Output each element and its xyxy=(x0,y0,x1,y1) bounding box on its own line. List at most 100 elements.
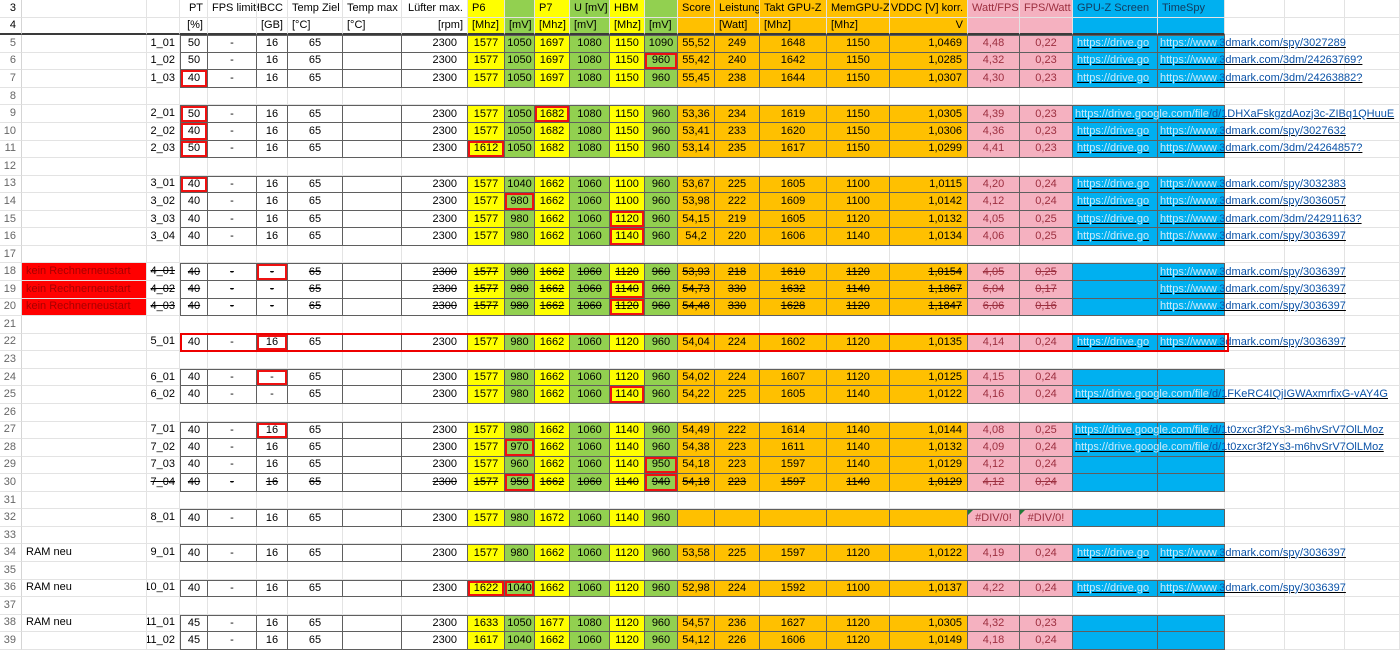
cell-fw[interactable]: 0,25 xyxy=(1020,228,1073,246)
cell-mem[interactable] xyxy=(827,597,890,615)
row-note[interactable] xyxy=(22,193,147,211)
cell-x2[interactable] xyxy=(1285,368,1345,387)
cell-spy[interactable]: https://www.3dmark.com/spy/3027632 xyxy=(1158,122,1346,141)
cell-watt[interactable]: 235 xyxy=(715,140,760,159)
cell-p6[interactable] xyxy=(468,158,505,176)
cell-x1[interactable] xyxy=(1225,333,1285,352)
cell-gpuz[interactable] xyxy=(1073,632,1158,650)
cell-rpm[interactable]: 2300 xyxy=(402,105,468,123)
row-note[interactable]: kein Rechnerneustart xyxy=(22,298,147,317)
cell-vddc[interactable] xyxy=(890,245,968,264)
cell-p6[interactable]: 1577 xyxy=(468,70,505,88)
cell-pt[interactable]: 40 xyxy=(180,579,208,598)
cell-gpuz[interactable] xyxy=(1073,474,1158,492)
cell-fps[interactable]: - xyxy=(208,509,257,527)
cell-mv2[interactable]: 960 xyxy=(645,544,678,562)
cell-u[interactable] xyxy=(570,158,610,176)
cell-hbm[interactable]: 1120 xyxy=(610,579,645,598)
cell-tz[interactable] xyxy=(288,491,343,510)
cell-fw[interactable]: 0,25 xyxy=(1020,263,1073,281)
cell-gpuz[interactable] xyxy=(1073,403,1158,422)
cell-tz[interactable]: 65 xyxy=(288,439,343,457)
cell-hbm[interactable]: 1140 xyxy=(610,281,645,299)
cell-tm[interactable] xyxy=(343,316,402,334)
cell-wf[interactable] xyxy=(968,87,1020,106)
cell-fw[interactable]: 0,24 xyxy=(1020,368,1073,387)
cell-score[interactable]: 52,98 xyxy=(678,579,715,598)
row-note[interactable] xyxy=(22,175,147,194)
cell-p6[interactable] xyxy=(468,87,505,106)
cell-mv1[interactable]: 980 xyxy=(505,421,535,440)
cell-gpuz[interactable] xyxy=(1073,456,1158,475)
cell-mem[interactable]: 1150 xyxy=(827,105,890,123)
cell-takt[interactable] xyxy=(760,597,827,615)
cell-mv1[interactable]: 1040 xyxy=(505,632,535,650)
cell-spy[interactable]: https://www.3dmark.com/spy/3036397 xyxy=(1158,228,1346,246)
cell-vddc[interactable]: 1,0129 xyxy=(890,456,968,475)
cell-tz[interactable]: 65 xyxy=(288,614,343,633)
cell-mv1[interactable] xyxy=(505,597,535,615)
run-id[interactable]: 7_04 xyxy=(147,474,180,492)
cell-gpuz[interactable]: https://drive.google.com/file/d/1t0zxcr3… xyxy=(1073,421,1384,440)
cell-x3[interactable] xyxy=(1345,474,1400,492)
cell-tm[interactable] xyxy=(343,544,402,562)
cell-p7[interactable] xyxy=(535,87,570,106)
cell-x1[interactable] xyxy=(1225,491,1285,510)
cell-rpm[interactable]: 2300 xyxy=(402,614,468,633)
cell-tm[interactable] xyxy=(343,245,402,264)
cell-hbcc[interactable]: 16 xyxy=(257,175,288,194)
cell-fw[interactable] xyxy=(1020,351,1073,369)
cell-x3[interactable] xyxy=(1345,368,1400,387)
cell-spy[interactable] xyxy=(1158,403,1225,422)
cell-tm[interactable] xyxy=(343,70,402,88)
gpuz-link[interactable]: https://drive.go xyxy=(1077,213,1149,225)
cell-rpm[interactable] xyxy=(402,245,468,264)
cell-x2[interactable] xyxy=(1285,298,1345,317)
cell-fps[interactable]: - xyxy=(208,544,257,562)
cell-p7[interactable]: 1682 xyxy=(535,122,570,141)
cell-pt[interactable] xyxy=(180,245,208,264)
row-header[interactable]: 29 xyxy=(0,456,22,475)
cell-mem[interactable] xyxy=(827,316,890,334)
cell-gpuz[interactable]: https://drive.google.com/file/d/1t0zxcr3… xyxy=(1073,439,1384,457)
cell-x1[interactable] xyxy=(1225,87,1285,106)
cell-rpm[interactable]: 2300 xyxy=(402,228,468,246)
cell-wf[interactable]: 4,18 xyxy=(968,632,1020,650)
cell-watt[interactable]: 240 xyxy=(715,52,760,71)
cell-gpuz[interactable]: https://drive.go xyxy=(1073,333,1158,352)
cell-fps[interactable]: - xyxy=(208,368,257,387)
cell-vddc[interactable] xyxy=(890,491,968,510)
cell-fps[interactable]: - xyxy=(208,421,257,440)
row-header[interactable]: 11 xyxy=(0,140,22,159)
cell-mem[interactable]: 1100 xyxy=(827,175,890,194)
cell-takt[interactable] xyxy=(760,509,827,527)
cell-pt[interactable]: 40 xyxy=(180,175,208,194)
cell-vddc[interactable] xyxy=(890,403,968,422)
cell-x3[interactable] xyxy=(1345,403,1400,422)
cell-takt[interactable] xyxy=(760,491,827,510)
row-header[interactable]: 34 xyxy=(0,544,22,562)
cell-x2[interactable] xyxy=(1285,70,1345,88)
cell-hbm[interactable] xyxy=(610,562,645,580)
cell-mem[interactable]: 1150 xyxy=(827,70,890,88)
cell-takt[interactable]: 1607 xyxy=(760,368,827,387)
cell-hbm[interactable]: 1140 xyxy=(610,421,645,440)
row-header[interactable]: 32 xyxy=(0,509,22,527)
cell-u[interactable] xyxy=(570,351,610,369)
cell-gpuz[interactable] xyxy=(1073,351,1158,369)
row-header[interactable]: 19 xyxy=(0,281,22,299)
cell-wf[interactable]: 4,41 xyxy=(968,140,1020,159)
row-note[interactable]: RAM neu xyxy=(22,579,147,598)
cell-hbm[interactable] xyxy=(610,316,645,334)
cell-fps[interactable] xyxy=(208,87,257,106)
cell-hbm[interactable]: 1120 xyxy=(610,614,645,633)
cell-fps[interactable]: - xyxy=(208,614,257,633)
cell-rpm[interactable]: 2300 xyxy=(402,52,468,71)
cell-hbm[interactable] xyxy=(610,526,645,545)
cell-p6[interactable] xyxy=(468,403,505,422)
cell-u[interactable]: 1080 xyxy=(570,105,610,123)
cell-x1[interactable] xyxy=(1225,386,1285,404)
cell-p7[interactable] xyxy=(535,158,570,176)
cell-p6[interactable]: 1577 xyxy=(468,281,505,299)
cell-wf[interactable]: 4,06 xyxy=(968,228,1020,246)
